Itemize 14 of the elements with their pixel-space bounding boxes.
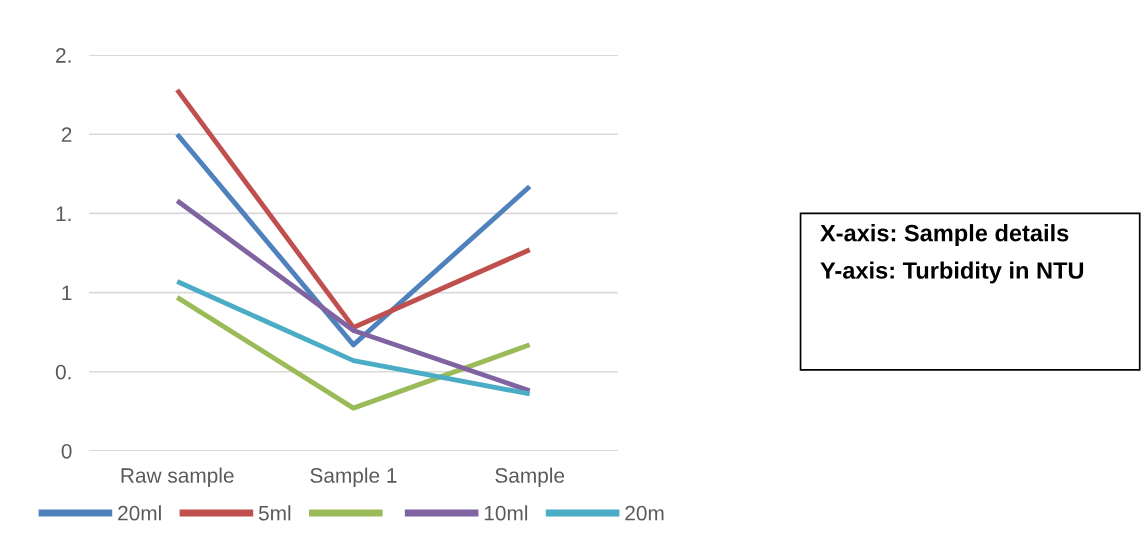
y-tick-label: 0 [61, 443, 72, 459]
y-tick-label: 1 [62, 285, 72, 301]
text: X-axis: Sample details Y-axis: Turbidity in NTU [820, 224, 1084, 284]
y-tick-label: 0. [55, 364, 71, 380]
y-tick-label: 2 [61, 127, 72, 142]
x-tick-label: Sample [495, 467, 565, 487]
y-tick-label: 2. [56, 48, 71, 63]
legend-label: 5ml [258, 505, 291, 521]
legend-label: 20ml [118, 505, 161, 521]
legend-label: 10ml [484, 505, 528, 521]
legend-label: 20m [625, 505, 664, 521]
x-tick-label: Sample 1 [310, 467, 397, 487]
x-tick-label: Raw sample [121, 467, 234, 487]
y-tick-label: 1. [56, 206, 71, 221]
